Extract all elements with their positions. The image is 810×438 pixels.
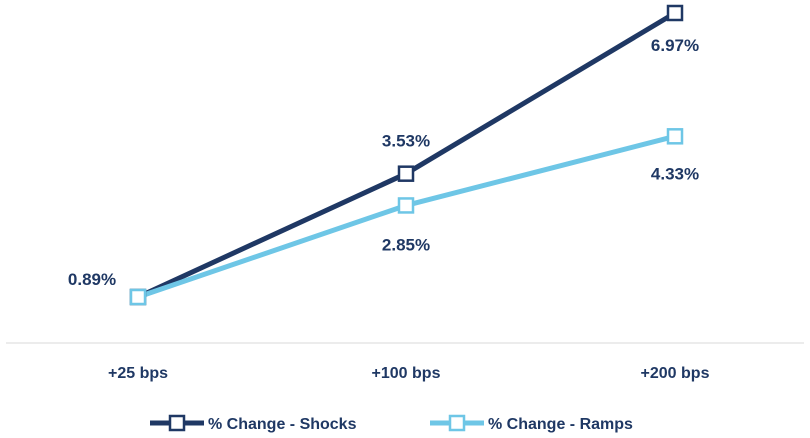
series-0-point-1 (397, 165, 415, 182)
x-tick-label-0: +25 bps (108, 365, 168, 382)
series-layer (129, 4, 684, 306)
series-line-1 (137, 133, 676, 300)
legend-swatch-marker-0 (168, 414, 186, 432)
series-1-point-0 (129, 288, 147, 306)
legend-label-1: % Change - Ramps (488, 416, 633, 433)
legend-item-1: % Change - Ramps (430, 414, 633, 433)
series-1-point-2 (666, 128, 684, 145)
legend-label-0: % Change - Shocks (208, 416, 357, 433)
series-0-label-2: 6.97% (651, 36, 699, 55)
legend-item-0: % Change - Shocks (150, 414, 357, 433)
series-1-point-1 (397, 197, 415, 214)
legend-swatch-marker-1 (448, 414, 466, 432)
series-0-label-0: 0.89% (68, 270, 116, 289)
series-1-label-1: 2.85% (382, 235, 430, 254)
series-1-label-2: 4.33% (651, 164, 699, 183)
series-0-label-1: 3.53% (382, 132, 430, 151)
series-0-point-2 (666, 4, 684, 22)
x-tick-labels: +25 bps +100 bps +200 bps (108, 365, 710, 382)
x-tick-label-1: +100 bps (372, 365, 441, 382)
x-tick-label-2: +200 bps (641, 365, 710, 382)
data-labels: 0.89% 3.53% 6.97% 2.85% 4.33% (68, 36, 699, 289)
legend: % Change - Shocks % Change - Ramps (150, 414, 633, 433)
